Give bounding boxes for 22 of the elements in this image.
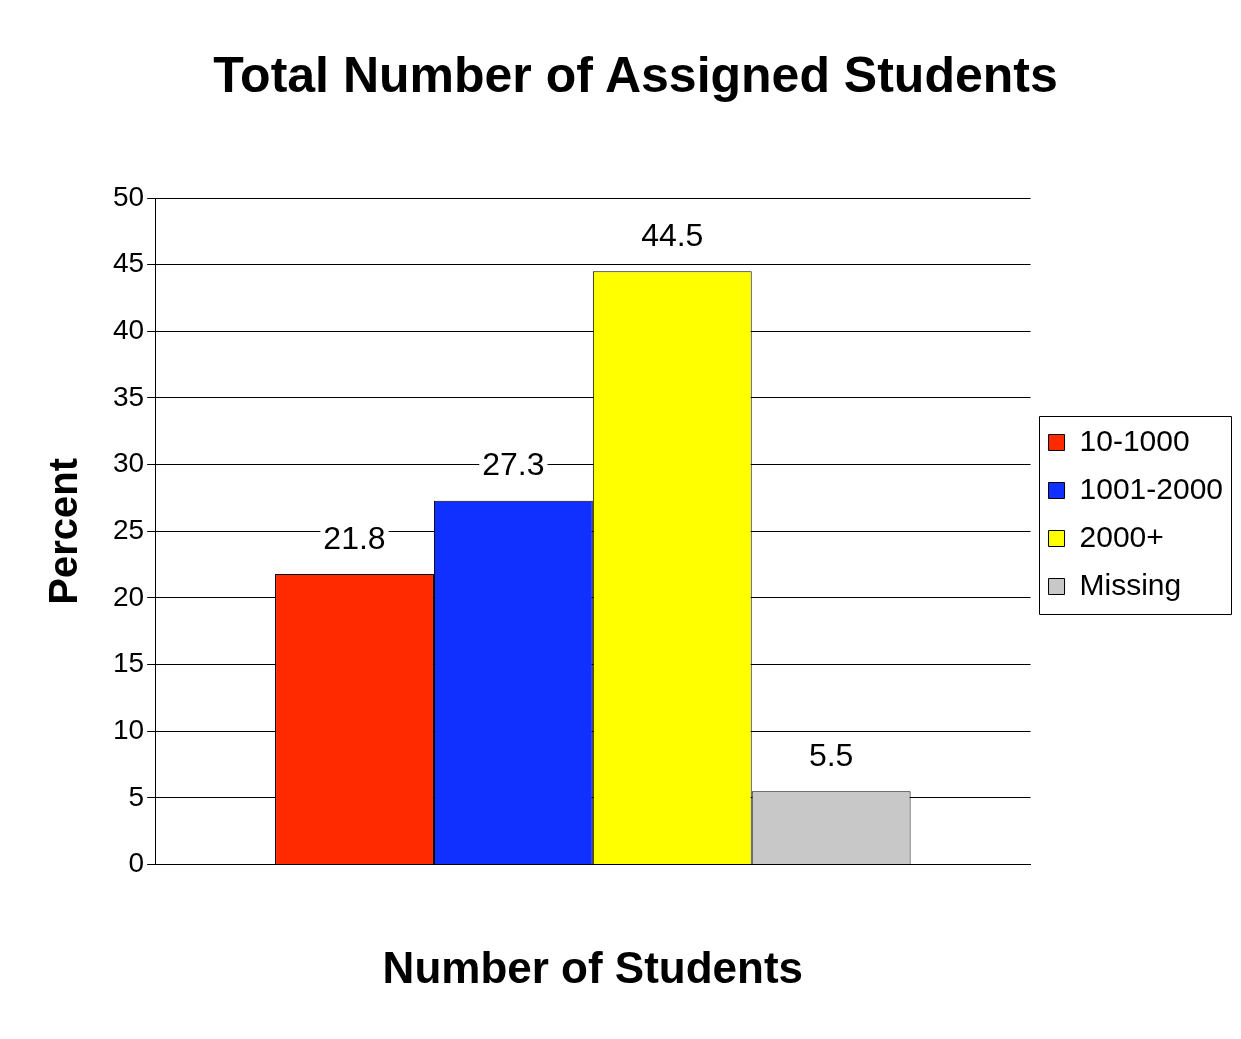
legend-label: 1001-2000 — [1079, 471, 1223, 505]
y-tick-label: 10 — [112, 714, 145, 745]
data-label: 27.3 — [482, 446, 545, 483]
y-tick-label: 50 — [112, 180, 145, 212]
legend-label: 10-1000 — [1079, 423, 1190, 457]
legend-label: Missing — [1079, 567, 1182, 601]
chart-title: Total Number of Assigned Students — [213, 46, 1058, 103]
y-tick-label: 0 — [128, 847, 145, 879]
y-tick-label: 45 — [112, 247, 145, 279]
data-label: 5.5 — [808, 737, 854, 774]
y-tick-label: 15 — [112, 647, 145, 679]
y-axis-title: Percent — [41, 457, 86, 605]
y-tick-label: 30 — [112, 447, 145, 479]
x-axis-title: Number of Students — [382, 942, 804, 992]
y-tick-label: 40 — [112, 314, 145, 346]
data-label: 44.5 — [641, 217, 704, 254]
y-tick-label: 5 — [128, 780, 145, 812]
y-tick-label: 20 — [112, 580, 145, 612]
legend-label: 2000+ — [1079, 519, 1164, 553]
y-tick-label: 35 — [112, 380, 145, 412]
y-tick-label: 25 — [112, 514, 145, 546]
data-label: 21.8 — [323, 519, 386, 556]
